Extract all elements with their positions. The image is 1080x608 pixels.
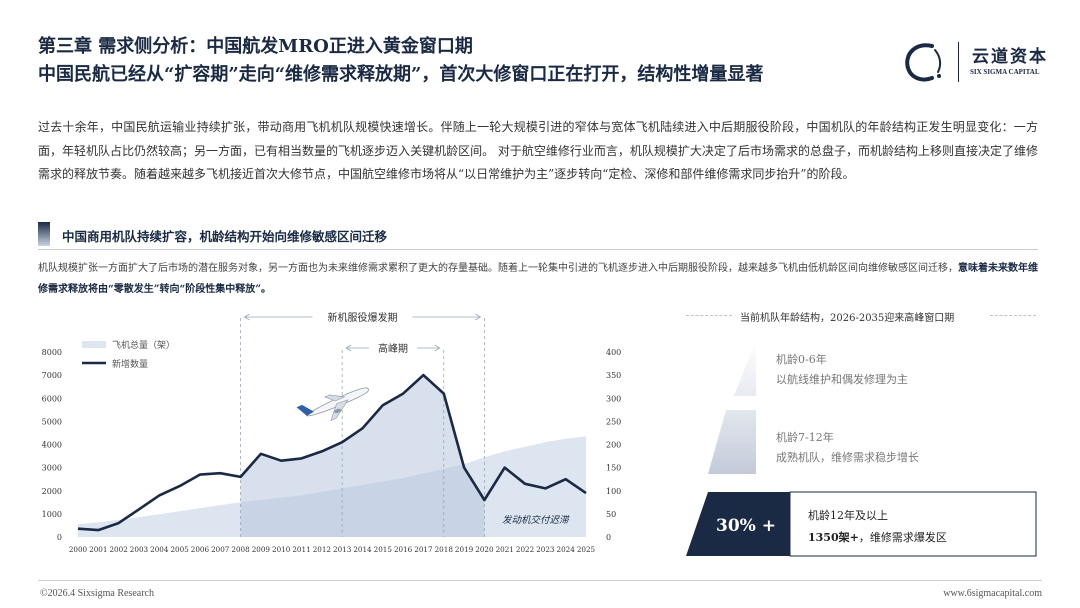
- x-tick-label: 2003: [130, 545, 149, 554]
- age-structure-title: 当前机队年龄结构，2026-2035迎来高峰窗口期: [740, 313, 955, 324]
- y-left-tick-label: 2000: [42, 487, 62, 496]
- tier-3-desc-text: ，维修需求爆发区: [858, 531, 947, 544]
- x-tick-label: 2004: [150, 545, 169, 554]
- fleet-growth-chart: 新机服役爆发期高峰期010002000300040005000600070008…: [42, 311, 622, 554]
- x-tick-label: 2017: [414, 545, 433, 554]
- age-pyramid: [686, 340, 1037, 557]
- x-tick-label: 2018: [435, 545, 454, 554]
- tier-3-count: 1350架+: [808, 531, 859, 544]
- x-tick-label: 2023: [536, 545, 555, 554]
- y-left-tick-label: 4000: [42, 441, 62, 450]
- x-tick-label: 2006: [191, 545, 210, 554]
- y-right-tick-label: 50: [606, 510, 616, 519]
- y-left-tick-label: 0: [57, 533, 62, 542]
- x-tick-label: 2021: [496, 545, 514, 554]
- x-tick-label: 2016: [394, 545, 413, 554]
- y-right-tick-label: 150: [606, 464, 621, 473]
- y-right-tick-label: 250: [606, 417, 621, 426]
- tier-3-shape: [686, 492, 790, 556]
- footer-website: www.6sigmacapital.com: [943, 588, 1042, 599]
- service-arrowhead-left: [243, 313, 250, 321]
- service-period-fill: [240, 375, 485, 537]
- brush-circle-logo-icon: [905, 43, 942, 82]
- x-tick-label: 2024: [557, 545, 576, 554]
- x-tick-label: 2009: [252, 545, 271, 554]
- x-tick-label: 2005: [170, 545, 189, 554]
- y-left-tick-label: 6000: [42, 394, 62, 403]
- tier-2-label: 机龄7-12年: [776, 431, 834, 444]
- y-left-tick-label: 3000: [42, 464, 62, 473]
- chapter-title: 第三章 需求侧分析：中国航发MRO正进入黄金窗口期: [38, 36, 473, 57]
- tier-3-label: 机龄12年及以上: [808, 509, 888, 522]
- y-left-tick-label: 7000: [42, 371, 62, 380]
- tier-1-label: 机龄0-6年: [776, 353, 827, 366]
- title-dash-right: [990, 315, 1036, 316]
- x-tick-label: 2019: [455, 545, 474, 554]
- x-tick-label: 2001: [89, 545, 107, 554]
- legend-total-swatch: [82, 341, 106, 348]
- footer-copyright: ©2026.4 Sixsigma Research: [40, 588, 154, 599]
- peak-period-label: 高峰期: [378, 342, 408, 355]
- tier-1-desc: 以航线维护和偶发修理为主: [776, 373, 908, 386]
- x-tick-label: 2008: [231, 545, 250, 554]
- x-tick-label: 2012: [313, 545, 331, 554]
- y-left-tick-label: 8000: [42, 348, 62, 357]
- x-tick-label: 2015: [374, 545, 393, 554]
- x-tick-label: 2007: [211, 545, 230, 554]
- x-tick-label: 2010: [272, 545, 291, 554]
- tier-1-shape: [734, 340, 756, 396]
- peak-arrowhead-left: [345, 344, 352, 352]
- tier-2-shape: [708, 410, 756, 474]
- y-left-tick-label: 5000: [42, 417, 62, 426]
- x-tick-label: 2013: [333, 545, 352, 554]
- x-tick-label: 2025: [577, 545, 596, 554]
- tier-3-badge: 30% +: [716, 516, 776, 536]
- legend-new-label: 新增数量: [112, 358, 148, 370]
- legend-total-label: 飞机总量（架）: [112, 339, 175, 351]
- y-right-tick-label: 300: [606, 394, 621, 403]
- service-period-label: 新机服役爆发期: [327, 311, 397, 324]
- tier-3-box: [789, 491, 1037, 557]
- section-title: 中国商用机队持续扩容，机龄结构开始向维修敏感区间迁移: [62, 229, 388, 244]
- section-body: 机队规模扩张一方面扩大了后市场的潜在服务对象，另一方面也为未来维修需求累积了更大…: [38, 258, 1038, 300]
- tier-3-desc: 1350架+，维修需求爆发区: [808, 528, 947, 548]
- service-arrowhead-right: [475, 313, 482, 321]
- logo-divider: [958, 42, 959, 82]
- logo-chinese-name: 云道资本: [972, 47, 1048, 67]
- peak-arrowhead-right: [434, 344, 441, 352]
- x-tick-label: 2011: [292, 545, 310, 554]
- y-right-tick-label: 0: [606, 533, 611, 542]
- tier-2-desc: 成熟机队，维修需求稳步增长: [776, 451, 919, 464]
- x-tick-label: 2022: [516, 545, 534, 554]
- x-tick-label: 2000: [69, 545, 88, 554]
- delivery-delay-label: 发动机交付迟滞: [502, 514, 570, 526]
- y-right-tick-label: 350: [606, 371, 621, 380]
- y-right-tick-label: 200: [606, 441, 621, 450]
- section-accent-bar: [38, 222, 50, 246]
- title-dash-left: [686, 315, 732, 316]
- section-body-text: 机队规模扩张一方面扩大了后市场的潜在服务对象，另一方面也为未来维修需求累积了更大…: [38, 263, 958, 274]
- y-right-tick-label: 100: [606, 487, 621, 496]
- x-tick-label: 2002: [109, 545, 127, 554]
- section-divider: [38, 249, 1038, 250]
- page-subtitle: 中国民航已经从“扩容期”走向“维修需求释放期”，首次大修窗口正在打开，结构性增量…: [38, 64, 764, 85]
- section-body-emphasis: 意味着未来数年维修需求释放将由“零散发生”转向“阶段性集中释放”。: [38, 263, 1038, 295]
- y-left-tick-label: 1000: [42, 510, 62, 519]
- intro-paragraph: 过去十余年，中国民航运输业持续扩张，带动商用飞机机队规模快速增长。伴随上一轮大规…: [38, 120, 1038, 181]
- new-additions-line: [77, 373, 587, 532]
- x-tick-label: 2014: [353, 545, 372, 554]
- airplane-icon: [296, 387, 369, 422]
- logo-english-name: SIX SIGMA CAPITAL: [970, 68, 1040, 76]
- footer-divider: [38, 580, 1042, 581]
- x-tick-label: 2020: [475, 545, 494, 554]
- y-right-tick-label: 400: [606, 348, 621, 357]
